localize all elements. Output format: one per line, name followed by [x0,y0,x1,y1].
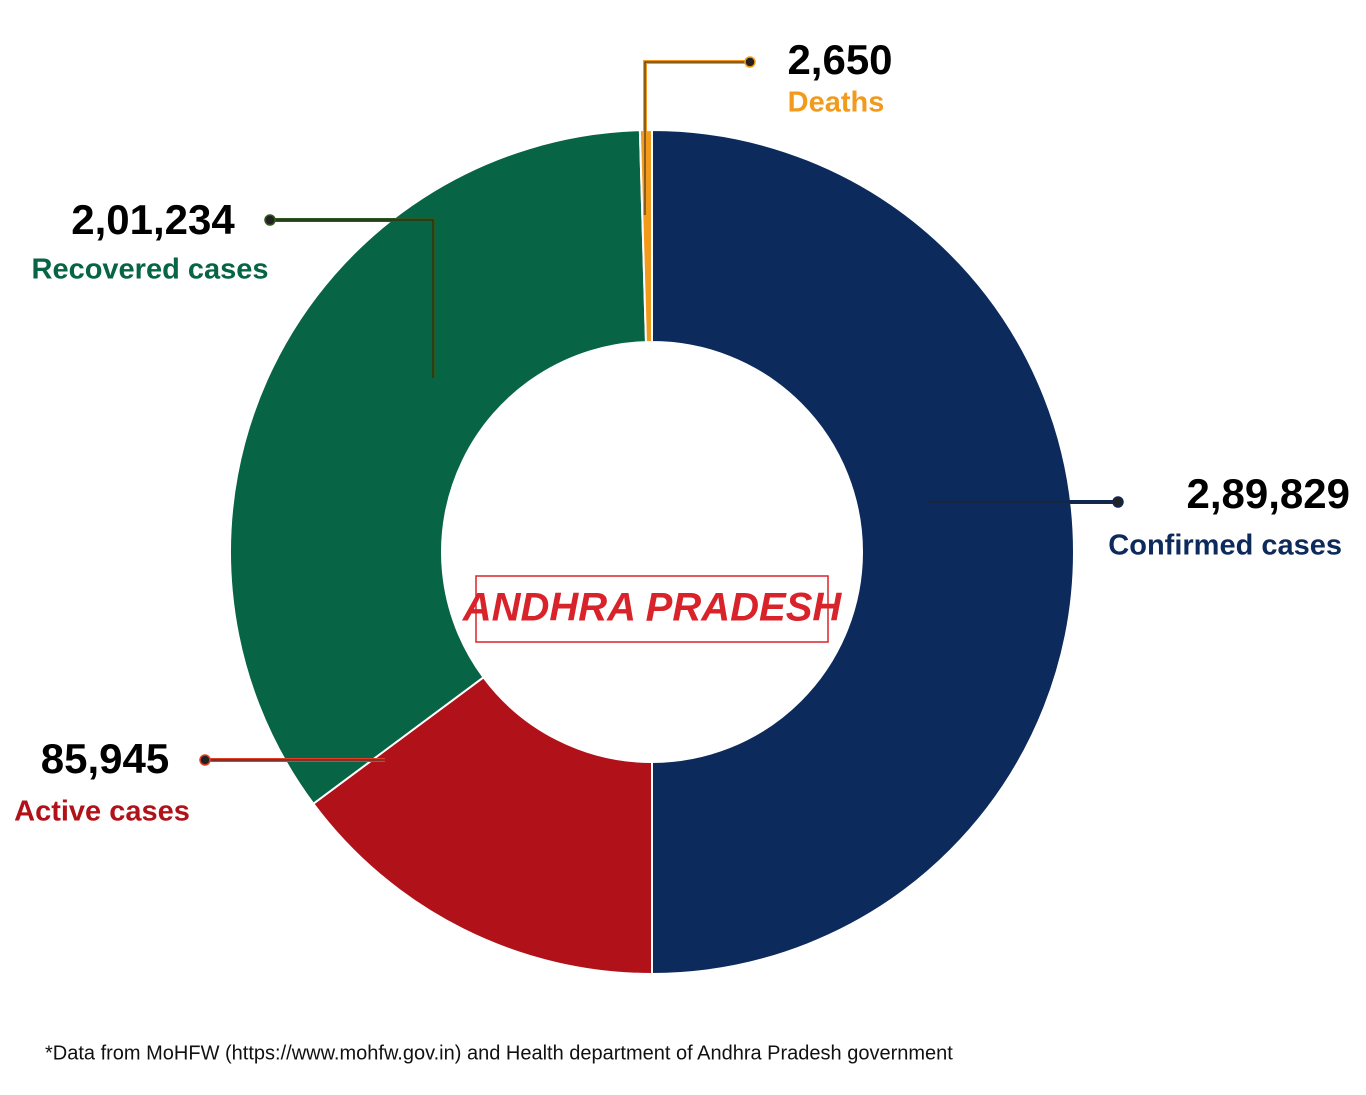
donut-slice [229,129,647,806]
category-label: Recovered cases [32,254,269,286]
category-label: Active cases [14,796,190,828]
value-label: 2,89,829 [1187,470,1351,517]
center-hole [443,343,861,761]
leader-line-core [644,61,750,215]
leader-dot [264,214,276,226]
center-label: ANDHRA PRADESH [462,586,843,630]
value-label: 2,650 [787,36,892,83]
footnote: *Data from MoHFW (https://www.mohfw.gov.… [45,1042,953,1064]
donut-slice [651,128,1075,976]
labels: 2,89,829 Confirmed cases 85,945 Active case… [14,36,1350,828]
donut [229,128,1075,976]
value-label: 85,945 [41,735,169,782]
category-label: Deaths [788,87,885,119]
category-label: Confirmed cases [1108,530,1342,562]
leader-dot [199,754,211,766]
donut-slice [311,675,653,976]
value-label: 2,01,234 [71,196,235,243]
center-label-box [475,575,829,643]
leader-line-core [270,219,434,378]
leader-dot [744,56,756,68]
leader-dot [1112,496,1124,508]
